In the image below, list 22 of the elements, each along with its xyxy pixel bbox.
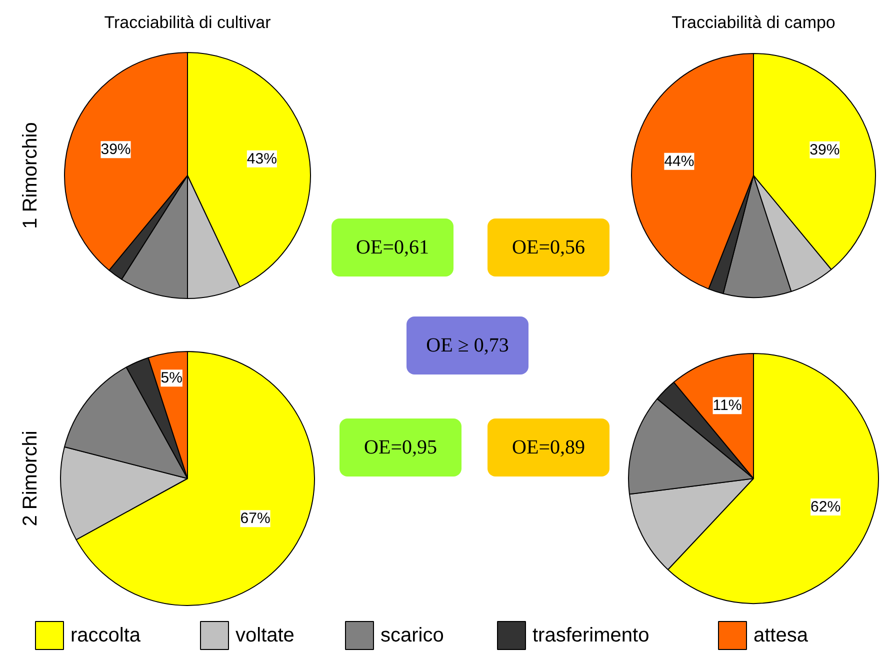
text: OE ≥ 0,73 <box>426 334 509 356</box>
legend-label: trasferimento <box>532 624 650 646</box>
text: OE=0,95 <box>364 436 437 458</box>
data-label: 5% <box>160 370 182 387</box>
text: OE=0,61 <box>356 236 429 258</box>
data-label: 67% <box>240 510 270 528</box>
legend-label: attesa <box>754 624 809 646</box>
text: 1 Rimorchio <box>20 122 42 229</box>
data-label: 39% <box>810 141 840 158</box>
data-label: 11% <box>712 397 742 414</box>
legend-label: raccolta <box>70 624 142 646</box>
legend-label: scarico <box>380 624 444 646</box>
text: OE=0,89 <box>512 436 585 458</box>
text: OE=0,56 <box>512 236 585 258</box>
data-label: 44% <box>664 152 694 170</box>
chart-title: Tracciabilità di cultivar <box>104 13 272 32</box>
data-label: 62% <box>810 498 841 516</box>
data-label: 39% <box>100 141 131 158</box>
chart-title: Tracciabilità di campo <box>672 13 836 32</box>
data-label: 43% <box>246 150 277 168</box>
legend-label: voltate <box>236 624 294 646</box>
text: 2 Rimorchi <box>20 430 42 526</box>
